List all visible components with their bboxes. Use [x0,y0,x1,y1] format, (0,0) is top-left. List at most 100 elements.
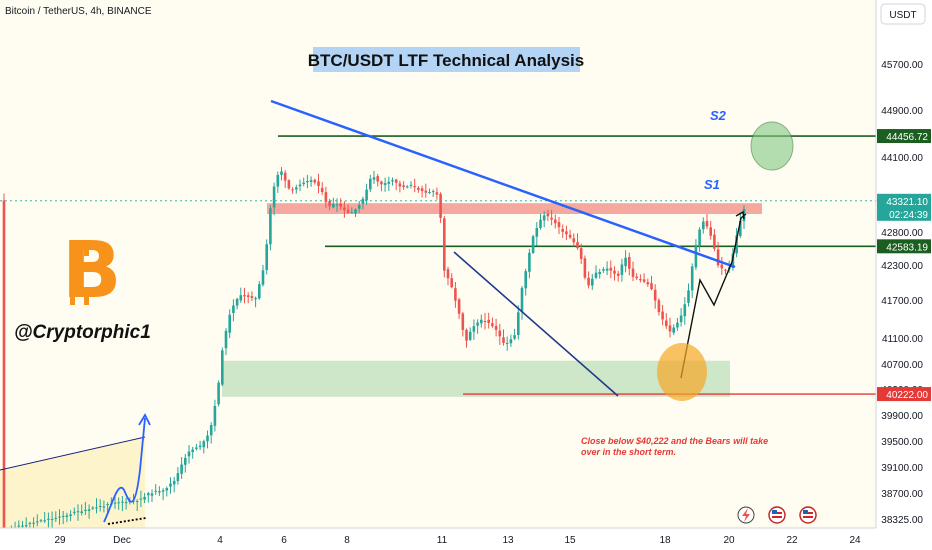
candle-body [69,514,72,516]
resistance-zone [267,203,762,214]
zigzag-arrow-head [735,210,745,220]
candle-body [487,319,490,324]
candle-body [446,269,450,279]
candle-body [679,315,683,323]
candle-body [406,186,409,188]
candle-body [176,473,180,482]
candle-body [454,288,457,301]
candle-body [665,320,668,327]
candle-body [413,185,416,188]
currency-button[interactable]: USDT [880,3,926,25]
candle-body [143,496,146,500]
title-background [313,47,580,72]
us-flag-icon[interactable] [799,506,817,524]
candle-body [391,180,394,182]
candle-body [661,311,664,320]
candle-body [457,299,461,314]
candle-body [32,522,35,524]
candle-body [517,312,520,335]
candle-body [339,203,342,207]
candle-body [602,269,605,271]
candle-body [47,518,50,520]
candle-body [572,238,576,243]
orange-bounce-circle [657,343,707,401]
candle-body [483,320,487,323]
candle-body [554,219,557,224]
candle-body [265,244,268,271]
candle-body [672,327,675,333]
candle-body [528,252,531,272]
price-tick-label: 39500.00 [881,437,923,448]
bitcoin-logo-icon: B [62,226,121,316]
candle-body [594,272,598,278]
candle-body [561,228,564,232]
price-tick-label: 44900.00 [881,106,923,117]
us-flag-icon[interactable] [768,506,786,524]
candle-body [443,218,446,271]
price-tag-label: 43321.10 [886,197,928,208]
candle-body [739,220,742,237]
candle-body [635,276,638,279]
candle-body [328,201,331,207]
candle-body [346,209,350,213]
candle-body [202,441,206,448]
candle-body [180,464,183,474]
projection-arrow-head [138,413,151,426]
time-tick-label: 15 [564,535,576,546]
candle-body [420,188,424,192]
price-tag-label: 44456.72 [886,132,928,143]
candle-body [424,190,428,193]
candle-body [320,187,324,193]
candle-body [121,501,124,503]
candle-body [332,203,335,208]
time-tick-label: 4 [217,535,223,546]
candle-body [298,184,302,187]
candle-body [676,322,679,328]
candle-body [583,258,587,278]
price-tag-label: 42583.19 [886,242,928,253]
projection-line [0,436,146,471]
candle-body [113,502,117,504]
candle-body [287,180,291,189]
candle-body [165,488,169,491]
candle-body [605,268,609,271]
price-tags: 44456.72 43321.10 02:24:39 42583.19 40222.00 [877,129,931,402]
candle-body [439,193,442,218]
candle-body [398,183,402,187]
candle-body [258,284,261,299]
time-tick-label: 18 [659,535,671,546]
lightning-icon[interactable] [737,506,755,524]
candle-body [657,300,661,313]
candle-body [690,266,694,291]
candle-body [87,509,91,511]
candle-body [402,185,405,187]
price-tick-label: 38700.00 [881,489,923,500]
candle-body [539,219,542,228]
price-tick-label: 38325.00 [881,515,923,526]
candle-body [513,335,516,339]
candle-body [106,504,109,506]
candle-body [702,221,705,230]
candle-body [224,330,228,349]
price-axis-background [876,0,932,550]
candle-body [587,277,590,286]
currency-button-label: USDT [889,10,916,21]
candle-body [280,171,283,175]
candle-body [698,229,701,246]
candle-body [417,187,420,190]
dotted-base-line [107,517,147,525]
candle-body [628,256,631,269]
author-handle: @Cryptorphic1 [14,322,151,343]
time-tick-label: 11 [437,535,448,546]
candle-body [372,177,376,180]
candle-body [465,329,468,341]
candle-body [154,490,157,492]
candle-body [650,283,653,290]
candle-body [365,189,368,201]
candle-body [646,282,650,285]
candle-body [369,178,372,190]
candle-body [709,227,712,236]
candle-body [150,493,154,496]
candle-body [383,183,387,186]
